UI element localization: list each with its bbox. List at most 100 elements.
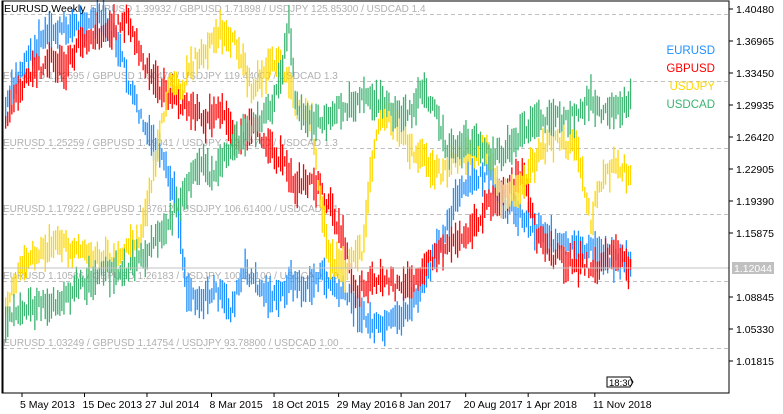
gbpusd-bar bbox=[167, 90, 169, 110]
gbpusd-bar bbox=[527, 178, 530, 213]
eurusd-bar bbox=[198, 286, 200, 319]
gbpusd-bar bbox=[13, 84, 15, 113]
usdcad-bar bbox=[454, 139, 457, 163]
usdjpy-bar bbox=[96, 241, 98, 264]
eurusd-bar bbox=[19, 61, 21, 79]
usdcad-bar bbox=[105, 256, 107, 282]
eurusd-bar bbox=[398, 305, 400, 330]
usdcad-bar bbox=[32, 299, 34, 316]
usdcad-bar bbox=[109, 259, 111, 298]
usdcad-bar bbox=[388, 92, 390, 111]
usdcad-bar bbox=[494, 148, 496, 166]
usdjpy-bar bbox=[369, 156, 371, 193]
usdcad-bar bbox=[173, 203, 175, 214]
price-axis[interactable]: 1.40480 1.36965 1.33450 1.29935 1.26420 1.229… bbox=[729, 4, 774, 368]
gbpusd-bar bbox=[230, 111, 232, 148]
gbpusd-bar bbox=[88, 30, 90, 52]
usdjpy-bar bbox=[171, 74, 173, 93]
usdjpy-bar bbox=[207, 32, 209, 70]
usdcad-bar bbox=[59, 292, 61, 316]
eurusd-bar bbox=[319, 262, 321, 280]
gbpusd-bar bbox=[454, 222, 457, 255]
eurusd-bar bbox=[94, 8, 96, 39]
usdcad-bar bbox=[329, 106, 332, 130]
eurusd-bar bbox=[525, 210, 528, 228]
usdjpy-bar bbox=[246, 65, 248, 98]
eurusd-bar bbox=[523, 212, 525, 233]
usdcad-bar bbox=[550, 102, 552, 136]
usdcad-bar bbox=[250, 125, 253, 137]
usdcad-bar bbox=[482, 142, 484, 159]
usdjpy-bar bbox=[165, 91, 167, 117]
eurusd-bar bbox=[248, 274, 250, 288]
eurusd-bar bbox=[209, 289, 211, 304]
usdjpy-bar bbox=[271, 46, 273, 72]
usdcad-bar bbox=[42, 289, 44, 309]
usdjpy-bar bbox=[429, 152, 432, 188]
usdcad-bar bbox=[444, 139, 446, 159]
eurusd-bar bbox=[471, 158, 473, 195]
usdcad-bar bbox=[211, 155, 213, 191]
gbpusd-bar bbox=[421, 258, 423, 285]
usdjpy-bar bbox=[315, 147, 317, 170]
gbpusd-bar bbox=[382, 266, 384, 297]
usdjpy-bar bbox=[227, 26, 230, 52]
gbpusd-bar bbox=[350, 263, 353, 294]
gbpusd-bar bbox=[436, 243, 438, 273]
usdcad-bar bbox=[9, 306, 11, 322]
usdcad-bar bbox=[152, 237, 155, 249]
usdjpy-bar bbox=[75, 241, 78, 255]
gbpusd-bar bbox=[225, 100, 228, 135]
usdjpy-bar bbox=[157, 129, 159, 162]
usdjpy-bar bbox=[450, 145, 453, 175]
usdcad-bar bbox=[21, 300, 23, 325]
eurusd-bar bbox=[225, 284, 228, 320]
usdjpy-bar bbox=[225, 20, 228, 52]
usdcad-bar bbox=[232, 134, 234, 161]
gbpusd-bar bbox=[329, 187, 332, 217]
time-axis[interactable]: 5 May 2013 15 Dec 2013 27 Jul 2014 8 Mar 20… bbox=[20, 393, 652, 411]
eurusd-bar bbox=[200, 289, 203, 312]
gbpusd-bar bbox=[157, 65, 159, 104]
gbpusd-bar bbox=[482, 202, 484, 234]
usdjpy-bar bbox=[269, 48, 271, 76]
eurusd-bar bbox=[344, 290, 346, 301]
gbpusd-bar bbox=[188, 101, 190, 117]
usdjpy-bar bbox=[313, 138, 315, 155]
usdcad-bar bbox=[19, 292, 21, 326]
gbpusd-bar bbox=[155, 60, 157, 98]
eurusd-bar bbox=[242, 268, 244, 279]
usdjpy-bar bbox=[290, 72, 292, 100]
usdcad-bar bbox=[265, 96, 267, 124]
eurusd-bar bbox=[509, 203, 511, 214]
eurusd-bar bbox=[65, 16, 67, 45]
usdjpy-bar bbox=[252, 78, 255, 100]
gbpusd-bar bbox=[540, 225, 542, 248]
eurusd-bar bbox=[598, 236, 600, 265]
usdcad-bar bbox=[23, 302, 25, 317]
usdcad-bar bbox=[429, 96, 432, 114]
eurusd-bar bbox=[517, 201, 519, 237]
gbpusd-bar bbox=[375, 277, 378, 294]
usdjpy-bar bbox=[23, 245, 25, 281]
eurusd-bar bbox=[415, 288, 417, 305]
eurusd-bar bbox=[265, 275, 267, 303]
usdcad-bar bbox=[459, 131, 461, 160]
usdjpy-bar bbox=[213, 27, 215, 54]
gbpusd-bar bbox=[396, 274, 398, 289]
usdjpy-bar bbox=[582, 156, 584, 192]
eurusd-bar bbox=[196, 288, 198, 310]
gbpusd-bar bbox=[117, 14, 119, 25]
gbpusd-bar bbox=[384, 275, 386, 288]
usdcad-bar bbox=[184, 177, 186, 210]
usdjpy-bar bbox=[575, 130, 577, 161]
usdcad-bar bbox=[554, 105, 557, 128]
eurusd-bar bbox=[452, 188, 455, 221]
gbpusd-bar bbox=[280, 135, 282, 172]
usdjpy-bar bbox=[367, 181, 369, 214]
eurusd-bar bbox=[396, 301, 398, 334]
usdjpy-bar bbox=[511, 174, 513, 201]
gbpusd-bar bbox=[615, 234, 617, 271]
